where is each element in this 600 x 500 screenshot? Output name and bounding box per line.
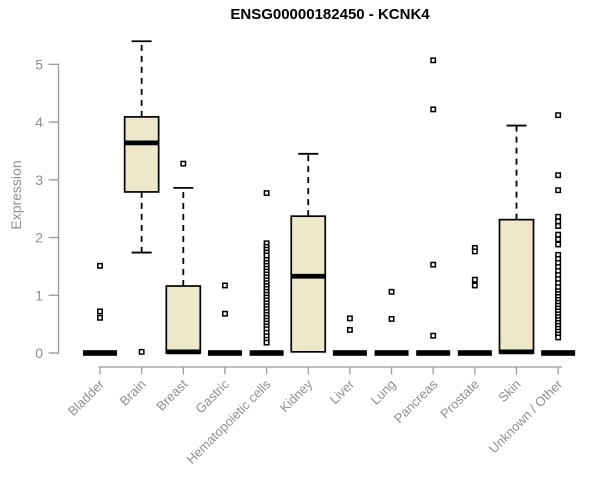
- box-body: [123, 116, 160, 193]
- outliers: [388, 288, 395, 322]
- box-lung: [374, 288, 409, 356]
- x-tick-label: Skin: [495, 377, 523, 405]
- x-tick-label: Kidney: [277, 376, 316, 415]
- collapsed-box: [457, 350, 492, 356]
- y-tick-label: 4: [35, 114, 43, 130]
- box-liver: [332, 315, 367, 356]
- chart-title: ENSG00000182450 - KCNK4: [230, 6, 430, 23]
- collapsed-box: [207, 350, 242, 356]
- outliers: [97, 262, 103, 321]
- collapsed-box: [332, 350, 367, 356]
- box-gastric: [207, 282, 242, 356]
- outliers: [180, 160, 187, 167]
- x-tick-label: Bladder: [65, 376, 108, 419]
- y-tick-label: 0: [35, 345, 43, 361]
- y-tick-label: 5: [35, 56, 43, 72]
- box-kidney: [290, 152, 327, 353]
- box-body: [498, 218, 535, 354]
- collapsed-box: [249, 350, 284, 356]
- outliers: [138, 348, 145, 355]
- x-tick-label: Unknown / Other: [486, 376, 566, 456]
- outliers: [430, 57, 437, 339]
- box-unknown-other: [541, 112, 576, 356]
- outliers: [222, 282, 228, 317]
- x-tick-label: Brain: [117, 377, 149, 409]
- y-axis: 0 1 2 3 4 5: [35, 56, 60, 361]
- box-bladder: [83, 262, 117, 356]
- collapsed-box: [83, 350, 117, 356]
- y-tick-label: 1: [35, 287, 43, 303]
- outliers: [555, 112, 562, 341]
- outliers: [346, 315, 353, 333]
- box-breast: [165, 160, 202, 355]
- outliers: [263, 190, 270, 346]
- outliers: [471, 244, 478, 289]
- box-body: [165, 285, 202, 354]
- collapsed-box: [416, 350, 451, 356]
- x-tick-label: Prostate: [437, 377, 482, 422]
- x-tick-label: Gastric: [192, 376, 232, 416]
- x-tick-label: Liver: [326, 376, 357, 407]
- x-tick-label: Breast: [153, 376, 190, 413]
- x-tick-label: Lung: [368, 377, 399, 408]
- y-tick-label: 2: [35, 230, 43, 246]
- box-hematopoietic-cells: [249, 190, 284, 356]
- box-brain: [123, 40, 160, 355]
- box-body: [290, 215, 327, 353]
- collapsed-box: [541, 350, 576, 356]
- x-tick-label: Pancreas: [391, 376, 441, 426]
- collapsed-box: [374, 350, 409, 356]
- y-tick-label: 3: [35, 172, 43, 188]
- box-pancreas: [416, 57, 451, 356]
- box-skin: [498, 124, 535, 355]
- box-prostate: [457, 244, 492, 356]
